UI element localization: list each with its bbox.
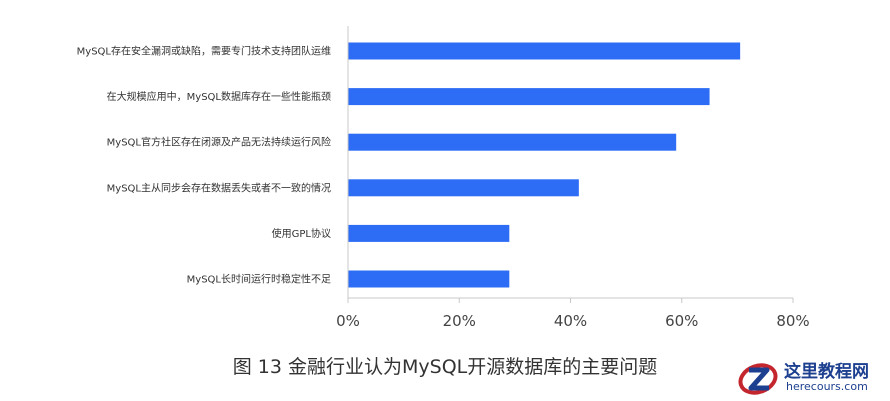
- bar: [348, 133, 677, 151]
- watermark-url: herecours.com: [786, 380, 868, 393]
- bar: [348, 42, 741, 60]
- x-tick-label: 20%: [443, 312, 476, 330]
- x-tick-label: 40%: [554, 312, 587, 330]
- x-tick-label: 60%: [665, 312, 698, 330]
- category-label: MySQL存在安全漏洞或缺陷，需要专门技术支持团队运维: [77, 45, 331, 58]
- category-label: MySQL官方社区存在闭源及产品无法持续运行风险: [107, 136, 331, 149]
- category-label: MySQL长时间运行时稳定性不足: [187, 273, 331, 286]
- watermark: 这里教程网 herecours.com: [736, 355, 886, 399]
- chart-caption: 图 13 金融行业认为MySQL开源数据库的主要问题: [232, 356, 658, 378]
- watermark-title: 这里教程网: [784, 362, 869, 382]
- bar: [348, 179, 579, 197]
- bar: [348, 270, 510, 288]
- bar: [348, 88, 710, 106]
- category-label: 使用GPL协议: [272, 227, 331, 240]
- x-tick-label: 0%: [336, 312, 360, 330]
- category-label: MySQL主从同步会存在数据丢失或者不一致的情况: [107, 181, 331, 194]
- category-label: 在大规模应用中，MySQL数据库存在一些性能瓶颈: [107, 90, 331, 103]
- x-tick-label: 80%: [776, 312, 809, 330]
- bar: [348, 224, 510, 242]
- watermark-logo-icon: [738, 363, 778, 395]
- bar-chart: MySQL存在安全漏洞或缺陷，需要专门技术支持团队运维在大规模应用中，MySQL…: [77, 26, 810, 330]
